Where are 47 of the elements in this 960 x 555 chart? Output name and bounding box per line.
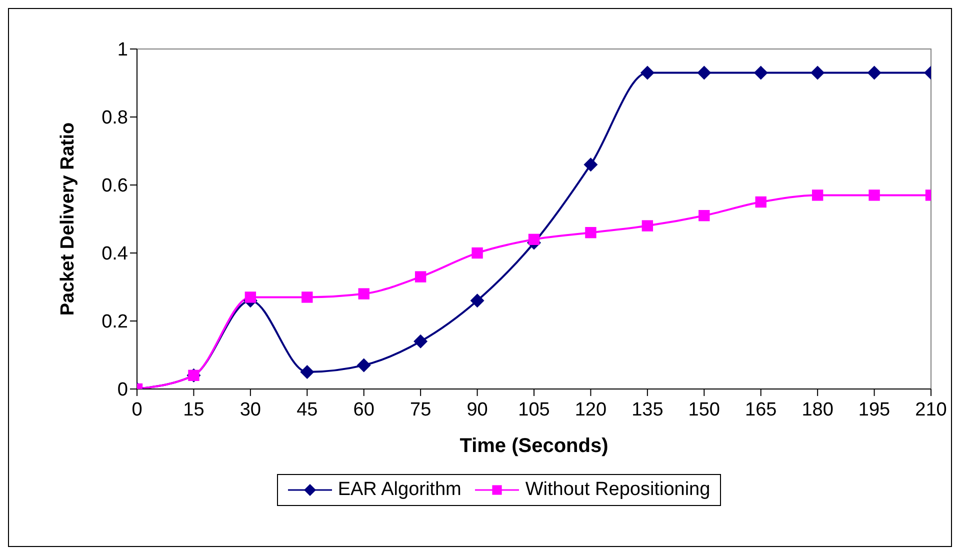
point bbox=[810, 66, 825, 80]
x-tick-label: 150 bbox=[688, 399, 720, 420]
point bbox=[754, 66, 768, 80]
point bbox=[358, 288, 370, 300]
x-tick-label: 105 bbox=[518, 399, 550, 420]
point bbox=[755, 196, 766, 208]
point bbox=[584, 158, 598, 172]
x-tick-label: 60 bbox=[353, 399, 374, 420]
point bbox=[472, 247, 483, 259]
point bbox=[698, 210, 710, 222]
y-tick-label: 0.6 bbox=[102, 176, 128, 197]
x-tick-label: 210 bbox=[915, 399, 947, 420]
point bbox=[812, 190, 824, 201]
point bbox=[470, 294, 484, 308]
x-tick-label: 15 bbox=[183, 399, 204, 420]
point bbox=[414, 334, 428, 348]
x-tick-label: 45 bbox=[296, 399, 318, 420]
point bbox=[356, 358, 371, 372]
y-tick-label: 0.4 bbox=[102, 244, 128, 265]
point bbox=[868, 190, 880, 201]
x-tick-label: 180 bbox=[802, 399, 834, 420]
y-axis-title: Packet Delivery Ratio bbox=[58, 122, 79, 316]
point bbox=[640, 66, 654, 80]
legend-label: EAR Algorithm bbox=[338, 479, 462, 501]
x-tick-label: 0 bbox=[132, 399, 142, 420]
point bbox=[585, 227, 596, 238]
point bbox=[244, 292, 256, 303]
x-tick-label: 135 bbox=[632, 399, 664, 420]
legend-label: Without Repositioning bbox=[525, 479, 710, 501]
x-tick-label: 165 bbox=[745, 399, 777, 420]
point bbox=[697, 66, 712, 80]
y-tick-label: 0 bbox=[117, 380, 128, 401]
y-tick-label: 1 bbox=[117, 40, 128, 61]
x-tick-label: 30 bbox=[240, 399, 261, 420]
y-tick-label: 0.2 bbox=[102, 312, 128, 333]
x-tick-label: 195 bbox=[858, 399, 890, 420]
point bbox=[528, 234, 540, 245]
point bbox=[302, 292, 313, 303]
x-tick-label: 90 bbox=[466, 399, 488, 420]
x-tick-label: 75 bbox=[410, 399, 432, 420]
point bbox=[300, 365, 314, 379]
y-tick-label: 0.8 bbox=[102, 108, 128, 129]
x-tick-label: 120 bbox=[574, 399, 607, 420]
x-axis-title: Time (Seconds) bbox=[460, 435, 608, 457]
point bbox=[867, 66, 882, 80]
point bbox=[642, 220, 654, 232]
point bbox=[414, 271, 426, 282]
